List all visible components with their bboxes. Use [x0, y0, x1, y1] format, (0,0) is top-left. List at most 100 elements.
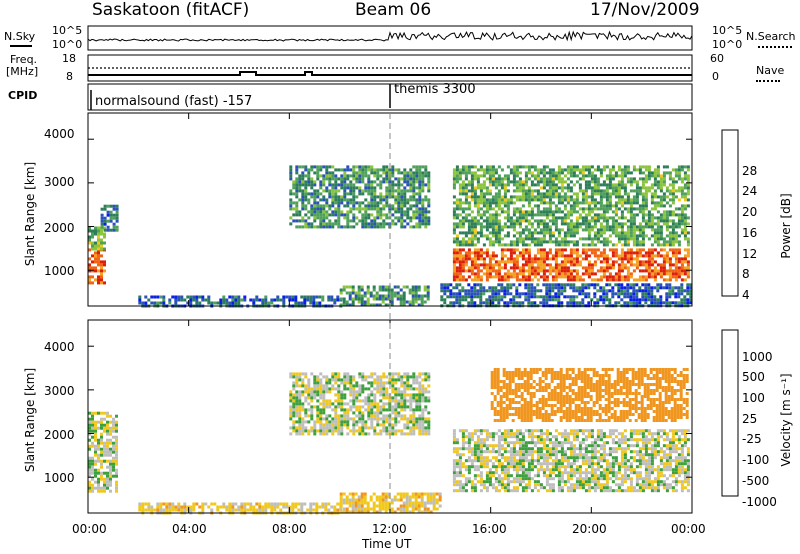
heatmap-cell: [415, 180, 419, 184]
heatmap-cell: [665, 298, 669, 302]
heatmap-cell: [617, 234, 621, 238]
heatmap-cell: [295, 426, 299, 430]
heatmap-cell: [403, 171, 407, 175]
heatmap-cell: [566, 216, 570, 220]
heatmap-cell: [602, 240, 606, 244]
heatmap-cell: [560, 260, 564, 264]
heatmap-cell: [479, 228, 483, 232]
heatmap-cell: [608, 266, 612, 270]
heatmap-cell: [316, 216, 320, 220]
heatmap-cell: [394, 387, 398, 391]
heatmap-cell: [397, 198, 401, 202]
heatmap-cell: [364, 216, 368, 220]
heatmap-cell: [337, 378, 341, 382]
heatmap-cell: [364, 171, 368, 175]
heatmap-cell: [482, 260, 486, 264]
heatmap-cell: [542, 266, 546, 270]
heatmap-cell: [385, 186, 389, 190]
heatmap-cell: [97, 453, 100, 457]
heatmap-cell: [322, 183, 326, 187]
heatmap-cell: [348, 303, 352, 307]
heatmap-cell: [307, 381, 311, 385]
heatmap-cell: [343, 225, 347, 229]
heatmap-cell: [587, 210, 591, 214]
heatmap-cell: [411, 303, 415, 307]
heatmap-cell: [100, 278, 103, 282]
heatmap-cell: [638, 269, 642, 273]
heatmap-cell: [500, 207, 504, 211]
heatmap-cell: [345, 498, 349, 502]
heatmap-cell: [258, 505, 262, 509]
heatmap-cell: [647, 257, 651, 261]
heatmap-cell: [650, 263, 654, 267]
heatmap-cell: [345, 507, 349, 511]
heatmap-cell: [452, 225, 456, 229]
heatmap-cell: [521, 195, 525, 199]
heatmap-cell: [379, 180, 383, 184]
heatmap-cell: [417, 504, 421, 508]
heatmap-cell: [551, 168, 555, 172]
heatmap-cell: [476, 207, 480, 211]
heatmap-cell: [494, 216, 498, 220]
heatmap-cell: [174, 508, 178, 512]
heatmap-cell: [515, 260, 519, 264]
heatmap-cell: [168, 508, 172, 512]
heatmap-cell: [563, 204, 567, 208]
heatmap-cell: [482, 219, 486, 223]
heatmap-cell: [310, 414, 314, 418]
heatmap-cell: [530, 171, 534, 175]
heatmap-cell: [650, 289, 654, 293]
heatmap-cell: [461, 201, 465, 205]
heatmap-cell: [316, 429, 320, 433]
heatmap-cell: [295, 210, 299, 214]
heatmap-cell: [533, 177, 537, 181]
heatmap-cell: [566, 234, 570, 238]
heatmap-cell: [424, 216, 428, 220]
heatmap-cell: [563, 272, 567, 276]
heatmap-cell: [358, 210, 362, 214]
xtick-1600: 16:00: [472, 522, 507, 536]
heatmap-cell: [557, 195, 561, 199]
heatmap-cell: [103, 459, 106, 463]
heatmap-cell: [370, 213, 374, 217]
heatmap-cell: [527, 177, 531, 181]
heatmap-cell: [530, 198, 534, 202]
heatmap-cell: [638, 192, 642, 196]
heatmap-cell: [354, 297, 358, 301]
heatmap-cell: [455, 240, 459, 244]
heatmap-cell: [509, 198, 513, 202]
heatmap-cell: [429, 498, 433, 502]
heatmap-cell: [388, 408, 392, 412]
heatmap-cell: [322, 225, 326, 229]
heatmap-cell: [566, 257, 570, 261]
heatmap-cell: [91, 254, 94, 258]
heatmap-cell: [620, 198, 624, 202]
heatmap-cell: [569, 254, 573, 258]
heatmap-cell: [524, 180, 528, 184]
heatmap-cell: [653, 231, 657, 235]
heatmap-cell: [279, 298, 283, 302]
heatmap-cell: [345, 501, 349, 505]
heatmap-cell: [548, 204, 552, 208]
xtick-1200: 12:00: [372, 522, 407, 536]
heatmap-cell: [533, 254, 537, 258]
heatmap-cell: [292, 384, 296, 388]
heatmap-cell: [536, 183, 540, 187]
heatmap-cell: [545, 228, 549, 232]
heatmap-cell: [494, 180, 498, 184]
heatmap-cell: [292, 186, 296, 190]
heatmap-cell: [551, 177, 555, 181]
heatmap-cell: [358, 165, 362, 169]
heatmap-cell: [316, 177, 320, 181]
heatmap-cell: [192, 295, 196, 299]
heatmap-cell: [470, 225, 474, 229]
heatmap-cell: [201, 295, 205, 299]
heatmap-cell: [539, 243, 543, 247]
heatmap-cell: [316, 405, 320, 409]
heatmap-cell: [557, 295, 561, 299]
heatmap-cell: [566, 228, 570, 232]
heatmap-cell: [479, 216, 483, 220]
heatmap-cell: [94, 471, 97, 475]
heatmap-cell: [629, 216, 633, 220]
heatmap-cell: [668, 192, 672, 196]
